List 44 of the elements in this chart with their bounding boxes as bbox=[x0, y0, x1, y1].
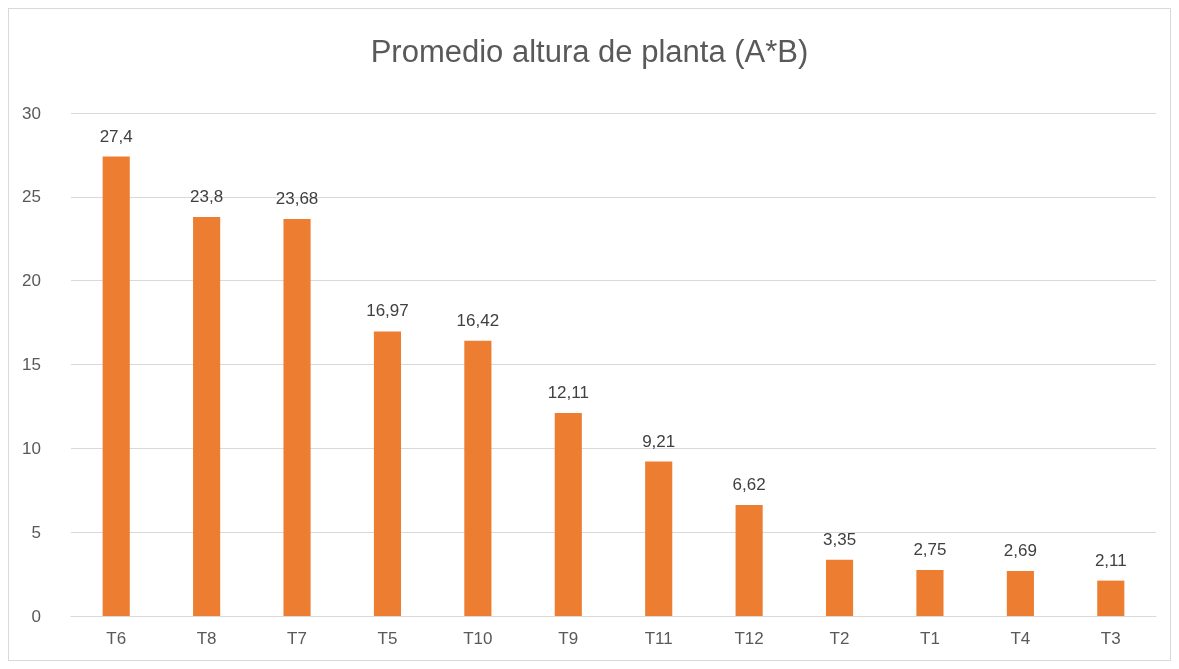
chart-title: Promedio altura de planta (A*B) bbox=[370, 34, 809, 69]
x-tick-label: T1 bbox=[920, 629, 940, 648]
bar bbox=[373, 331, 402, 616]
y-tick-label: 10 bbox=[22, 438, 41, 458]
y-tick-label: 20 bbox=[22, 271, 41, 291]
x-tick-label: T6 bbox=[106, 629, 127, 648]
data-label: 3,35 bbox=[822, 529, 857, 549]
y-tick-label: 0 bbox=[31, 606, 41, 626]
y-tick-label: 15 bbox=[22, 355, 41, 374]
bar bbox=[825, 559, 854, 616]
bar bbox=[916, 569, 944, 616]
data-label: 16,42 bbox=[456, 310, 500, 330]
data-label: 12,11 bbox=[547, 382, 589, 402]
y-tick-label: 25 bbox=[22, 187, 41, 207]
data-label: 9,21 bbox=[642, 431, 676, 451]
x-tick-label: T3 bbox=[1100, 629, 1121, 648]
data-label: 16,97 bbox=[366, 301, 409, 321]
data-label: 2,75 bbox=[913, 539, 947, 559]
x-tick-label: T5 bbox=[377, 629, 398, 648]
bar bbox=[554, 412, 582, 616]
x-tick-label: T10 bbox=[463, 629, 493, 648]
data-label: 27,4 bbox=[99, 126, 133, 146]
x-tick-label: T8 bbox=[196, 629, 217, 648]
x-tick-label: T9 bbox=[558, 629, 579, 648]
data-label: 6,62 bbox=[732, 475, 766, 494]
x-tick-label: T12 bbox=[734, 629, 764, 648]
data-label: 2,69 bbox=[1003, 540, 1037, 560]
bar bbox=[102, 156, 130, 616]
y-tick-label: 5 bbox=[31, 522, 41, 542]
bar bbox=[464, 340, 492, 616]
x-tick-label: T7 bbox=[287, 629, 307, 648]
bar bbox=[645, 461, 673, 616]
x-tick-label: T2 bbox=[829, 629, 850, 648]
bar bbox=[283, 218, 311, 616]
y-tick-label: 30 bbox=[22, 103, 41, 123]
bar bbox=[1006, 570, 1034, 616]
bar bbox=[735, 505, 763, 616]
x-tick-label: T11 bbox=[644, 629, 673, 648]
bar bbox=[1097, 580, 1125, 616]
data-label: 23,68 bbox=[275, 188, 319, 208]
data-label: 23,8 bbox=[190, 186, 224, 206]
data-label: 2,11 bbox=[1094, 550, 1127, 570]
x-tick-label: T4 bbox=[1010, 629, 1031, 648]
bar bbox=[193, 216, 221, 616]
